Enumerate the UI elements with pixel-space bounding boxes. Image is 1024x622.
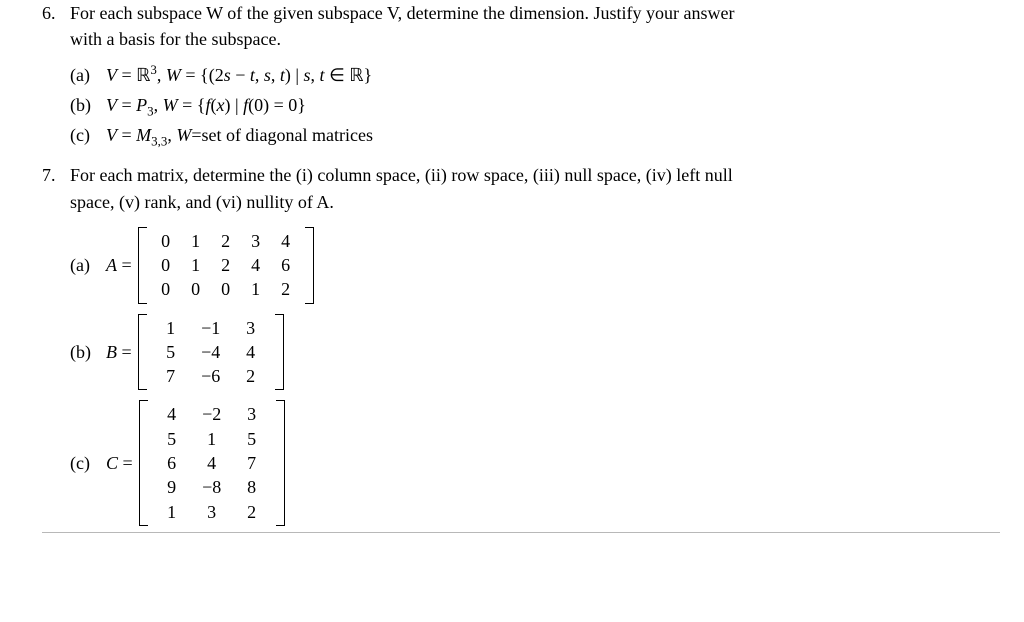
q6-number: 6. <box>42 0 70 148</box>
q7b-label: (b) <box>70 339 106 365</box>
q6-part-c: (c) V = M3,3, W=set of diagonal matrices <box>70 122 1000 148</box>
table-row: 1 −1 3 <box>151 316 271 340</box>
cell: 5 <box>232 427 272 451</box>
table-row: 4 −2 3 <box>152 402 272 426</box>
bracket-left-icon <box>138 227 147 304</box>
cell: 2 <box>232 500 272 524</box>
table-row: 5 −4 4 <box>151 340 271 364</box>
q7c-matrix: 4 −2 3 5 1 5 6 4 <box>139 400 285 525</box>
q7b-matrix-body: 1 −1 3 5 −4 4 7 −6 <box>147 314 275 391</box>
cell: −4 <box>191 340 231 364</box>
cell: 0 <box>151 253 181 277</box>
q6b-content: V = P3, W = {f(x) | f(0) = 0} <box>106 92 1000 118</box>
q7b-matrix: 1 −1 3 5 −4 4 7 −6 <box>138 314 284 391</box>
q6a-label: (a) <box>70 62 106 88</box>
question-6: 6. For each subspace W of the given subs… <box>42 0 1000 148</box>
cell: 4 <box>192 451 232 475</box>
q7c-label: (c) <box>70 450 106 476</box>
bracket-left-icon <box>138 314 147 391</box>
q6-parts: (a) V = ℝ3, W = {(2s − t, s, t) | s, t ∈… <box>70 62 1000 148</box>
cell: 1 <box>181 253 211 277</box>
cell: 7 <box>151 364 191 388</box>
bracket-right-icon <box>276 400 285 525</box>
q7-part-a: (a) A = 0 1 2 3 4 <box>70 227 1000 304</box>
bracket-left-icon <box>139 400 148 525</box>
q6-prompt-line2: with a basis for the subspace. <box>70 29 281 49</box>
q6c-content: V = M3,3, W=set of diagonal matrices <box>106 122 1000 148</box>
cell: 2 <box>271 277 301 301</box>
cell: 1 <box>192 427 232 451</box>
q7c-lhs: C = <box>106 450 133 476</box>
q7-prompt-line1: For each matrix, determine the (i) colum… <box>70 165 733 185</box>
cell: 7 <box>232 451 272 475</box>
cell: 4 <box>271 229 301 253</box>
cell: 1 <box>241 277 271 301</box>
cell: −2 <box>192 402 232 426</box>
cell: 2 <box>211 229 241 253</box>
q6-part-b: (b) V = P3, W = {f(x) | f(0) = 0} <box>70 92 1000 118</box>
q6a-content: V = ℝ3, W = {(2s − t, s, t) | s, t ∈ ℝ} <box>106 62 1000 88</box>
cell: 9 <box>152 475 192 499</box>
cell: 4 <box>231 340 271 364</box>
table-row: 6 4 7 <box>152 451 272 475</box>
table-row: 9 −8 8 <box>152 475 272 499</box>
cell: −8 <box>192 475 232 499</box>
q7a-lhs: A = <box>106 252 132 278</box>
table-row: 0 0 0 1 2 <box>151 277 301 301</box>
q7-prompt-line2: space, (v) rank, and (vi) nullity of A. <box>70 192 334 212</box>
cell: 2 <box>231 364 271 388</box>
cell: 8 <box>232 475 272 499</box>
cell: −6 <box>191 364 231 388</box>
q6-prompt-line1: For each subspace W of the given subspac… <box>70 3 735 23</box>
bracket-right-icon <box>275 314 284 391</box>
cell: 2 <box>211 253 241 277</box>
cell: 3 <box>232 402 272 426</box>
cell: 1 <box>152 500 192 524</box>
page: 6. For each subspace W of the given subs… <box>0 0 1024 533</box>
cell: 6 <box>271 253 301 277</box>
q6b-label: (b) <box>70 92 106 118</box>
q7-number: 7. <box>42 162 70 525</box>
cell: 4 <box>241 253 271 277</box>
q7c-matrix-body: 4 −2 3 5 1 5 6 4 <box>148 400 276 525</box>
footer-divider <box>42 532 1000 533</box>
cell: 0 <box>211 277 241 301</box>
q7a-matrix: 0 1 2 3 4 0 1 2 4 6 <box>138 227 314 304</box>
cell: 0 <box>151 277 181 301</box>
q7-part-c: (c) C = 4 −2 3 5 1 <box>70 400 1000 525</box>
q7a-label: (a) <box>70 252 106 278</box>
q7b-lhs: B = <box>106 339 132 365</box>
cell: 4 <box>152 402 192 426</box>
cell: 3 <box>192 500 232 524</box>
q7a-matrix-body: 0 1 2 3 4 0 1 2 4 6 <box>147 227 305 304</box>
q6-part-a: (a) V = ℝ3, W = {(2s − t, s, t) | s, t ∈… <box>70 62 1000 88</box>
cell: 1 <box>181 229 211 253</box>
table-row: 7 −6 2 <box>151 364 271 388</box>
bracket-right-icon <box>305 227 314 304</box>
q6c-label: (c) <box>70 122 106 148</box>
cell: 0 <box>151 229 181 253</box>
cell: 5 <box>152 427 192 451</box>
cell: 0 <box>181 277 211 301</box>
q7-parts: (a) A = 0 1 2 3 4 <box>70 227 1000 526</box>
q7-body: For each matrix, determine the (i) colum… <box>70 162 1000 525</box>
table-row: 0 1 2 3 4 <box>151 229 301 253</box>
cell: 5 <box>151 340 191 364</box>
table-row: 0 1 2 4 6 <box>151 253 301 277</box>
table-row: 1 3 2 <box>152 500 272 524</box>
cell: 3 <box>241 229 271 253</box>
cell: 6 <box>152 451 192 475</box>
question-7: 7. For each matrix, determine the (i) co… <box>42 162 1000 525</box>
cell: 1 <box>151 316 191 340</box>
table-row: 5 1 5 <box>152 427 272 451</box>
cell: 3 <box>231 316 271 340</box>
q7-part-b: (b) B = 1 −1 3 5 −4 <box>70 314 1000 391</box>
cell: −1 <box>191 316 231 340</box>
q6-body: For each subspace W of the given subspac… <box>70 0 1000 148</box>
